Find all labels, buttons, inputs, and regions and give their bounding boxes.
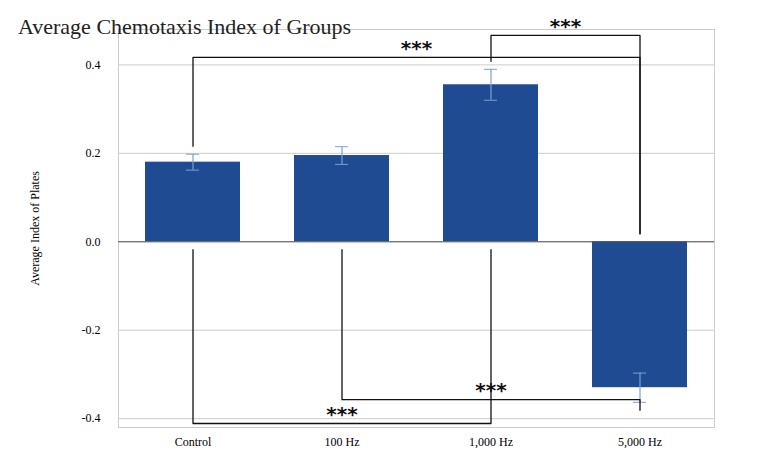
- svg-text:5,000 Hz: 5,000 Hz: [618, 435, 662, 449]
- svg-text:***: ***: [401, 36, 433, 60]
- svg-text:0.0: 0.0: [86, 235, 101, 249]
- svg-text:***: ***: [475, 378, 507, 402]
- svg-text:0.2: 0.2: [86, 146, 101, 160]
- svg-text:Control: Control: [175, 435, 212, 449]
- svg-text:0.4: 0.4: [86, 58, 101, 72]
- svg-text:-0.2: -0.2: [82, 323, 101, 337]
- svg-text:***: ***: [326, 402, 358, 426]
- svg-text:***: ***: [550, 14, 582, 38]
- svg-text:100 Hz: 100 Hz: [325, 435, 360, 449]
- svg-text:1,000 Hz: 1,000 Hz: [469, 435, 513, 449]
- svg-text:-0.4: -0.4: [82, 411, 101, 425]
- svg-text:Average Index of Plates: Average Index of Plates: [28, 171, 42, 286]
- html-text:Average Chemotaxis Index of Gr: Average Chemotaxis Index of Groups: [18, 14, 352, 39]
